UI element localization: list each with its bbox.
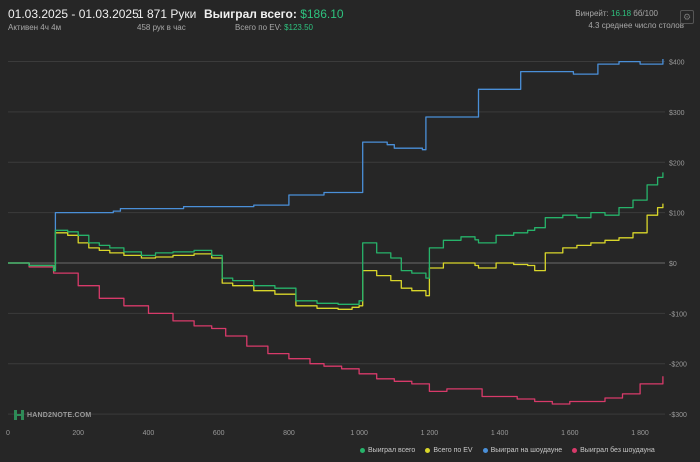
legend-dot (425, 447, 431, 453)
x-tick-label: 1 000 (350, 430, 368, 437)
date-range[interactable]: 01.03.2025 - 01.03.2025 (8, 7, 139, 21)
series-line-2 (8, 59, 664, 269)
winrate-suffix: бб/100 (633, 9, 658, 18)
hand2note-logo-icon (14, 410, 24, 420)
active-time: Активен 4ч 4м (8, 23, 62, 32)
legend-label: Выиграл без шоудауна (580, 447, 655, 454)
winrate: Винрейт: 16.18 бб/100 (575, 9, 658, 18)
y-tick-label: -$300 (669, 412, 687, 419)
y-tick-label: $400 (669, 60, 685, 67)
series-line-0 (8, 172, 664, 305)
legend-item-0[interactable]: Выиграл всего (360, 447, 415, 454)
total-ev-value: $123.50 (284, 23, 313, 32)
hand2note-logo: HAND2NOTE.COM (14, 410, 91, 420)
legend-item-2[interactable]: Выиграл на шоудауне (482, 447, 563, 454)
legend-dot (482, 447, 488, 453)
total-won-value: $186.10 (300, 7, 344, 21)
legend-label: Всего по EV (433, 447, 473, 454)
legend-item-1[interactable]: Всего по EV (425, 447, 473, 454)
x-tick-label: 1 800 (631, 430, 649, 437)
avg-tables: 4.3 среднее число столов (588, 21, 684, 30)
total-ev-label: Всего по EV: (235, 23, 282, 32)
total-won: Выиграл всего: $186.10 (204, 7, 344, 21)
x-tick-label: 0 (6, 430, 10, 437)
y-tick-label: $0 (669, 261, 677, 268)
logo-text: HAND2NOTE.COM (27, 411, 92, 419)
y-tick-label: $300 (669, 110, 685, 117)
legend-label: Выиграл на шоудауне (490, 447, 563, 454)
hands-count: 1 871 Руки (137, 7, 197, 21)
gear-icon[interactable]: ⚙ (680, 10, 694, 24)
y-tick-label: -$200 (669, 362, 687, 369)
total-ev: Всего по EV: $123.50 (235, 23, 313, 32)
winrate-value: 16.18 (611, 9, 632, 18)
legend-dot (572, 447, 578, 453)
x-tick-label: 200 (72, 430, 84, 437)
x-tick-label: 1 600 (561, 430, 579, 437)
stats-header: 01.03.2025 - 01.03.2025 Активен 4ч 4м 1 … (0, 0, 700, 40)
x-tick-label: 1 400 (491, 430, 509, 437)
winrate-label: Винрейт: (575, 9, 609, 18)
hands-per-hour: 458 рук в час (137, 23, 186, 32)
x-tick-label: 600 (213, 430, 225, 437)
total-won-label: Выиграл всего: (204, 7, 297, 21)
legend-dot (360, 447, 365, 453)
chart-legend: Выиграл всего Всего по EV Выиграл на шоуда… (360, 447, 665, 454)
y-tick-label: $200 (669, 160, 685, 167)
legend-label: Выиграл всего (368, 447, 416, 454)
x-tick-label: 400 (143, 430, 155, 437)
series-line-1 (8, 203, 664, 310)
y-tick-label: $100 (669, 211, 685, 218)
x-tick-label: 1 200 (421, 430, 439, 437)
series-line-3 (8, 262, 664, 405)
y-tick-label: -$100 (669, 311, 687, 318)
x-tick-label: 800 (283, 430, 295, 437)
legend-item-3[interactable]: Выиграл без шоудауна (572, 447, 655, 454)
